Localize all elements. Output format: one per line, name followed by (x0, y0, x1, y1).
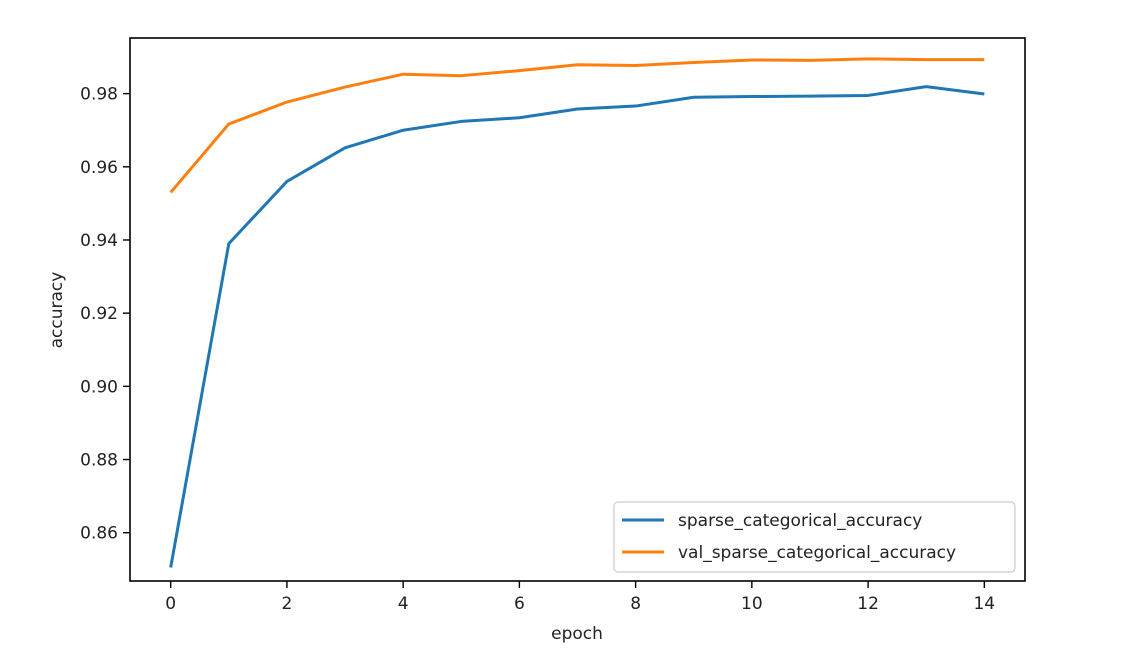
x-tick-label: 0 (165, 594, 176, 614)
y-tick-label: 0.98 (80, 85, 118, 105)
legend-box (613, 501, 1016, 573)
plot-frame (129, 37, 1026, 582)
x-tick-label: 2 (282, 594, 293, 614)
series-line-val-sparse-categorical-accuracy (169, 57, 985, 194)
x-axis: 0 2 4 6 8 10 12 14 (165, 581, 995, 614)
x-tick-label: 6 (514, 594, 525, 614)
x-tick-label: 14 (973, 594, 995, 614)
y-tick-label: 0.92 (80, 304, 118, 324)
y-axis: 0.86 0.88 0.90 0.92 0.94 0.96 0.98 (80, 85, 130, 544)
plot-area (130, 38, 1025, 581)
y-axis-label: accuracy (47, 272, 67, 349)
y-tick-label: 0.94 (80, 231, 118, 251)
x-tick-label: 8 (630, 594, 641, 614)
x-tick-label: 10 (741, 594, 763, 614)
y-tick-label: 0.90 (80, 377, 118, 397)
x-tick-label: 4 (398, 594, 409, 614)
series-line-sparse-categorical-accuracy (169, 85, 985, 568)
x-axis-label: epoch (551, 624, 603, 644)
series-layer (169, 57, 985, 568)
x-tick-label: 12 (857, 594, 879, 614)
y-tick-label: 0.88 (80, 451, 118, 471)
legend-label: sparse_categorical_accuracy (678, 511, 922, 531)
y-tick-label: 0.96 (80, 158, 118, 178)
legend: sparse_categorical_accuracy val_sparse_ca… (613, 501, 1016, 573)
legend-label: val_sparse_categorical_accuracy (678, 543, 956, 563)
y-tick-label: 0.86 (80, 524, 118, 544)
